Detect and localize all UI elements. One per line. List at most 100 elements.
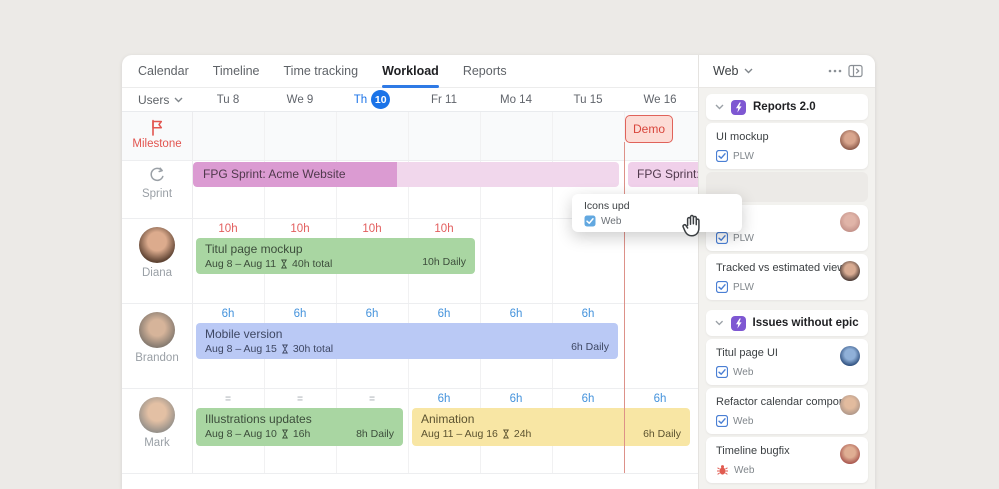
task-date-range: Aug 8 – Aug 11: [205, 258, 277, 270]
task-bar-animation[interactable]: Animation Aug 11 – Aug 16 24h 6h Daily: [412, 408, 690, 446]
load-label: 6h: [221, 308, 235, 320]
users-label: Users: [138, 92, 170, 107]
member-name-brandon: Brandon: [135, 352, 179, 364]
task-date-range: Aug 8 – Aug 15: [205, 343, 277, 355]
task-card-tag: PLW: [733, 232, 754, 244]
hourglass-icon: [281, 344, 288, 354]
tab-timeline[interactable]: Timeline: [212, 63, 260, 78]
load-label: 10h: [434, 223, 454, 235]
dragged-task-card[interactable]: Icons upd Web: [572, 194, 742, 232]
task-card-titul-page-ui[interactable]: Titul page UI Web: [706, 339, 868, 385]
grab-hand-cursor: [678, 211, 706, 246]
task-card-refactor-calendar[interactable]: Refactor calendar component Web: [706, 388, 868, 434]
collapse-panel-icon[interactable]: [845, 61, 865, 81]
load-label: 10h: [290, 223, 310, 235]
task-estimate: 40h total: [292, 258, 333, 270]
project-selector[interactable]: Web: [713, 64, 753, 78]
milestone-flag-icon: [122, 118, 192, 137]
task-daily-load: 8h Daily: [356, 428, 394, 440]
task-bar-illustrations-updates[interactable]: Illustrations updates Aug 8 – Aug 10 16h…: [196, 408, 403, 446]
tab-workload[interactable]: Workload: [382, 55, 439, 88]
task-card-title: Timeline bugfix: [716, 445, 790, 457]
day-header-tu15: Tu 15: [552, 88, 624, 111]
assignee-avatar: [840, 346, 860, 366]
checkbox-checked-icon: [716, 232, 728, 244]
grid-column-line: [408, 112, 409, 473]
checkbox-checked-icon: [716, 281, 728, 293]
milestone-row-label: Milestone: [132, 138, 182, 150]
task-estimate: 30h total: [292, 343, 334, 355]
task-card-title: UI mockup: [716, 131, 769, 143]
grid-column-line: [552, 112, 553, 473]
sidebar-header: Web: [699, 55, 875, 88]
hourglass-icon: [281, 259, 287, 269]
task-card-tag: Web: [733, 415, 754, 427]
task-daily-load: 6h Daily: [571, 341, 609, 353]
load-label: 6h: [509, 308, 523, 320]
chevron-down-icon: [174, 97, 183, 102]
avatar-brandon[interactable]: [139, 312, 175, 348]
grid-row-line: [122, 160, 698, 161]
sprint-bar-acme-website[interactable]: FPG Sprint: Acme Website: [193, 162, 619, 187]
load-label: 6h: [581, 308, 595, 320]
load-label: 6h: [293, 308, 307, 320]
task-card-tracked-vs-estimated[interactable]: Tracked vs estimated view PLW: [706, 254, 868, 300]
epic-group-issues-without-epics[interactable]: Issues without epics: [706, 310, 868, 336]
hourglass-icon: [281, 429, 288, 439]
tab-time-tracking[interactable]: Time tracking: [283, 63, 359, 78]
task-date-range: Aug 8 – Aug 10: [205, 428, 277, 440]
epic-icon: [730, 315, 746, 331]
task-bar-mobile-version[interactable]: Mobile version Aug 8 – Aug 15 30h total …: [196, 323, 618, 359]
day-label: Mo 14: [500, 93, 532, 106]
assignee-avatar: [840, 261, 860, 281]
load-label: 10h: [362, 223, 382, 235]
member-name-mark: Mark: [144, 437, 170, 449]
project-name: Web: [713, 64, 739, 78]
more-options-icon[interactable]: [825, 61, 845, 81]
member-name-diana: Diana: [141, 267, 173, 279]
equal-load-marker: =: [297, 394, 303, 405]
sprint-bar-next[interactable]: FPG Sprint: Re: [628, 162, 698, 187]
epic-group-title: Issues without epics: [752, 317, 859, 329]
epic-group-reports[interactable]: Reports 2.0: [706, 94, 868, 120]
day-header-we16: We 16: [624, 88, 696, 111]
task-card-title: Tracked vs estimated view: [716, 262, 844, 274]
task-card-tag: PLW: [733, 150, 754, 162]
epic-group-title: Reports 2.0: [753, 101, 816, 113]
app-window: Calendar Timeline Time tracking Workload…: [122, 55, 875, 489]
milestone-row-background: [122, 112, 698, 160]
task-bar-titul-page-mockup[interactable]: Titul page mockup Aug 8 – Aug 11 40h tot…: [196, 238, 475, 274]
equal-load-marker: =: [225, 394, 231, 405]
load-label: 6h: [365, 308, 379, 320]
task-daily-load: 6h Daily: [643, 428, 681, 440]
assignee-avatar: [840, 395, 860, 415]
avatar-mark[interactable]: [139, 397, 175, 433]
checkbox-checked-icon: [716, 366, 728, 378]
milestone-demo[interactable]: Demo: [625, 115, 673, 143]
tab-reports[interactable]: Reports: [462, 63, 507, 78]
grid-row-line: [122, 218, 698, 219]
sprint-loop-icon: [122, 165, 192, 185]
assignee-avatar: [840, 130, 860, 150]
task-title: Illustrations updates: [205, 412, 312, 426]
users-dropdown[interactable]: Users: [122, 88, 192, 111]
task-card-timeline-bugfix[interactable]: Timeline bugfix Web: [706, 437, 868, 483]
task-estimate: 16h: [292, 428, 311, 440]
tab-calendar[interactable]: Calendar: [138, 63, 189, 78]
day-header-fr11: Fr 11: [408, 88, 480, 111]
avatar-diana[interactable]: [139, 227, 175, 263]
day-label: Tu 15: [573, 93, 603, 106]
timeline-header: Users Tu 8 We 9 Th 10 Fr 11 Mo 14 Tu 15 …: [122, 88, 698, 112]
task-card-ui-mockup[interactable]: UI mockup PLW: [706, 123, 868, 169]
load-label: 10h: [218, 223, 238, 235]
task-daily-load: 10h Daily: [422, 256, 466, 268]
grid-row-line: [122, 388, 698, 389]
hourglass-icon: [502, 429, 509, 439]
checkbox-checked-icon: [716, 415, 728, 427]
sidebar-task-list: Reports 2.0 UI mockup PLW: [699, 88, 875, 489]
task-card-title: Refactor calendar component: [716, 396, 844, 408]
task-date-range: Aug 11 – Aug 16: [421, 428, 498, 440]
grid-column-line: [264, 112, 265, 473]
dragged-task-title: Icons upd: [584, 200, 630, 212]
day-header-we9: We 9: [264, 88, 336, 111]
